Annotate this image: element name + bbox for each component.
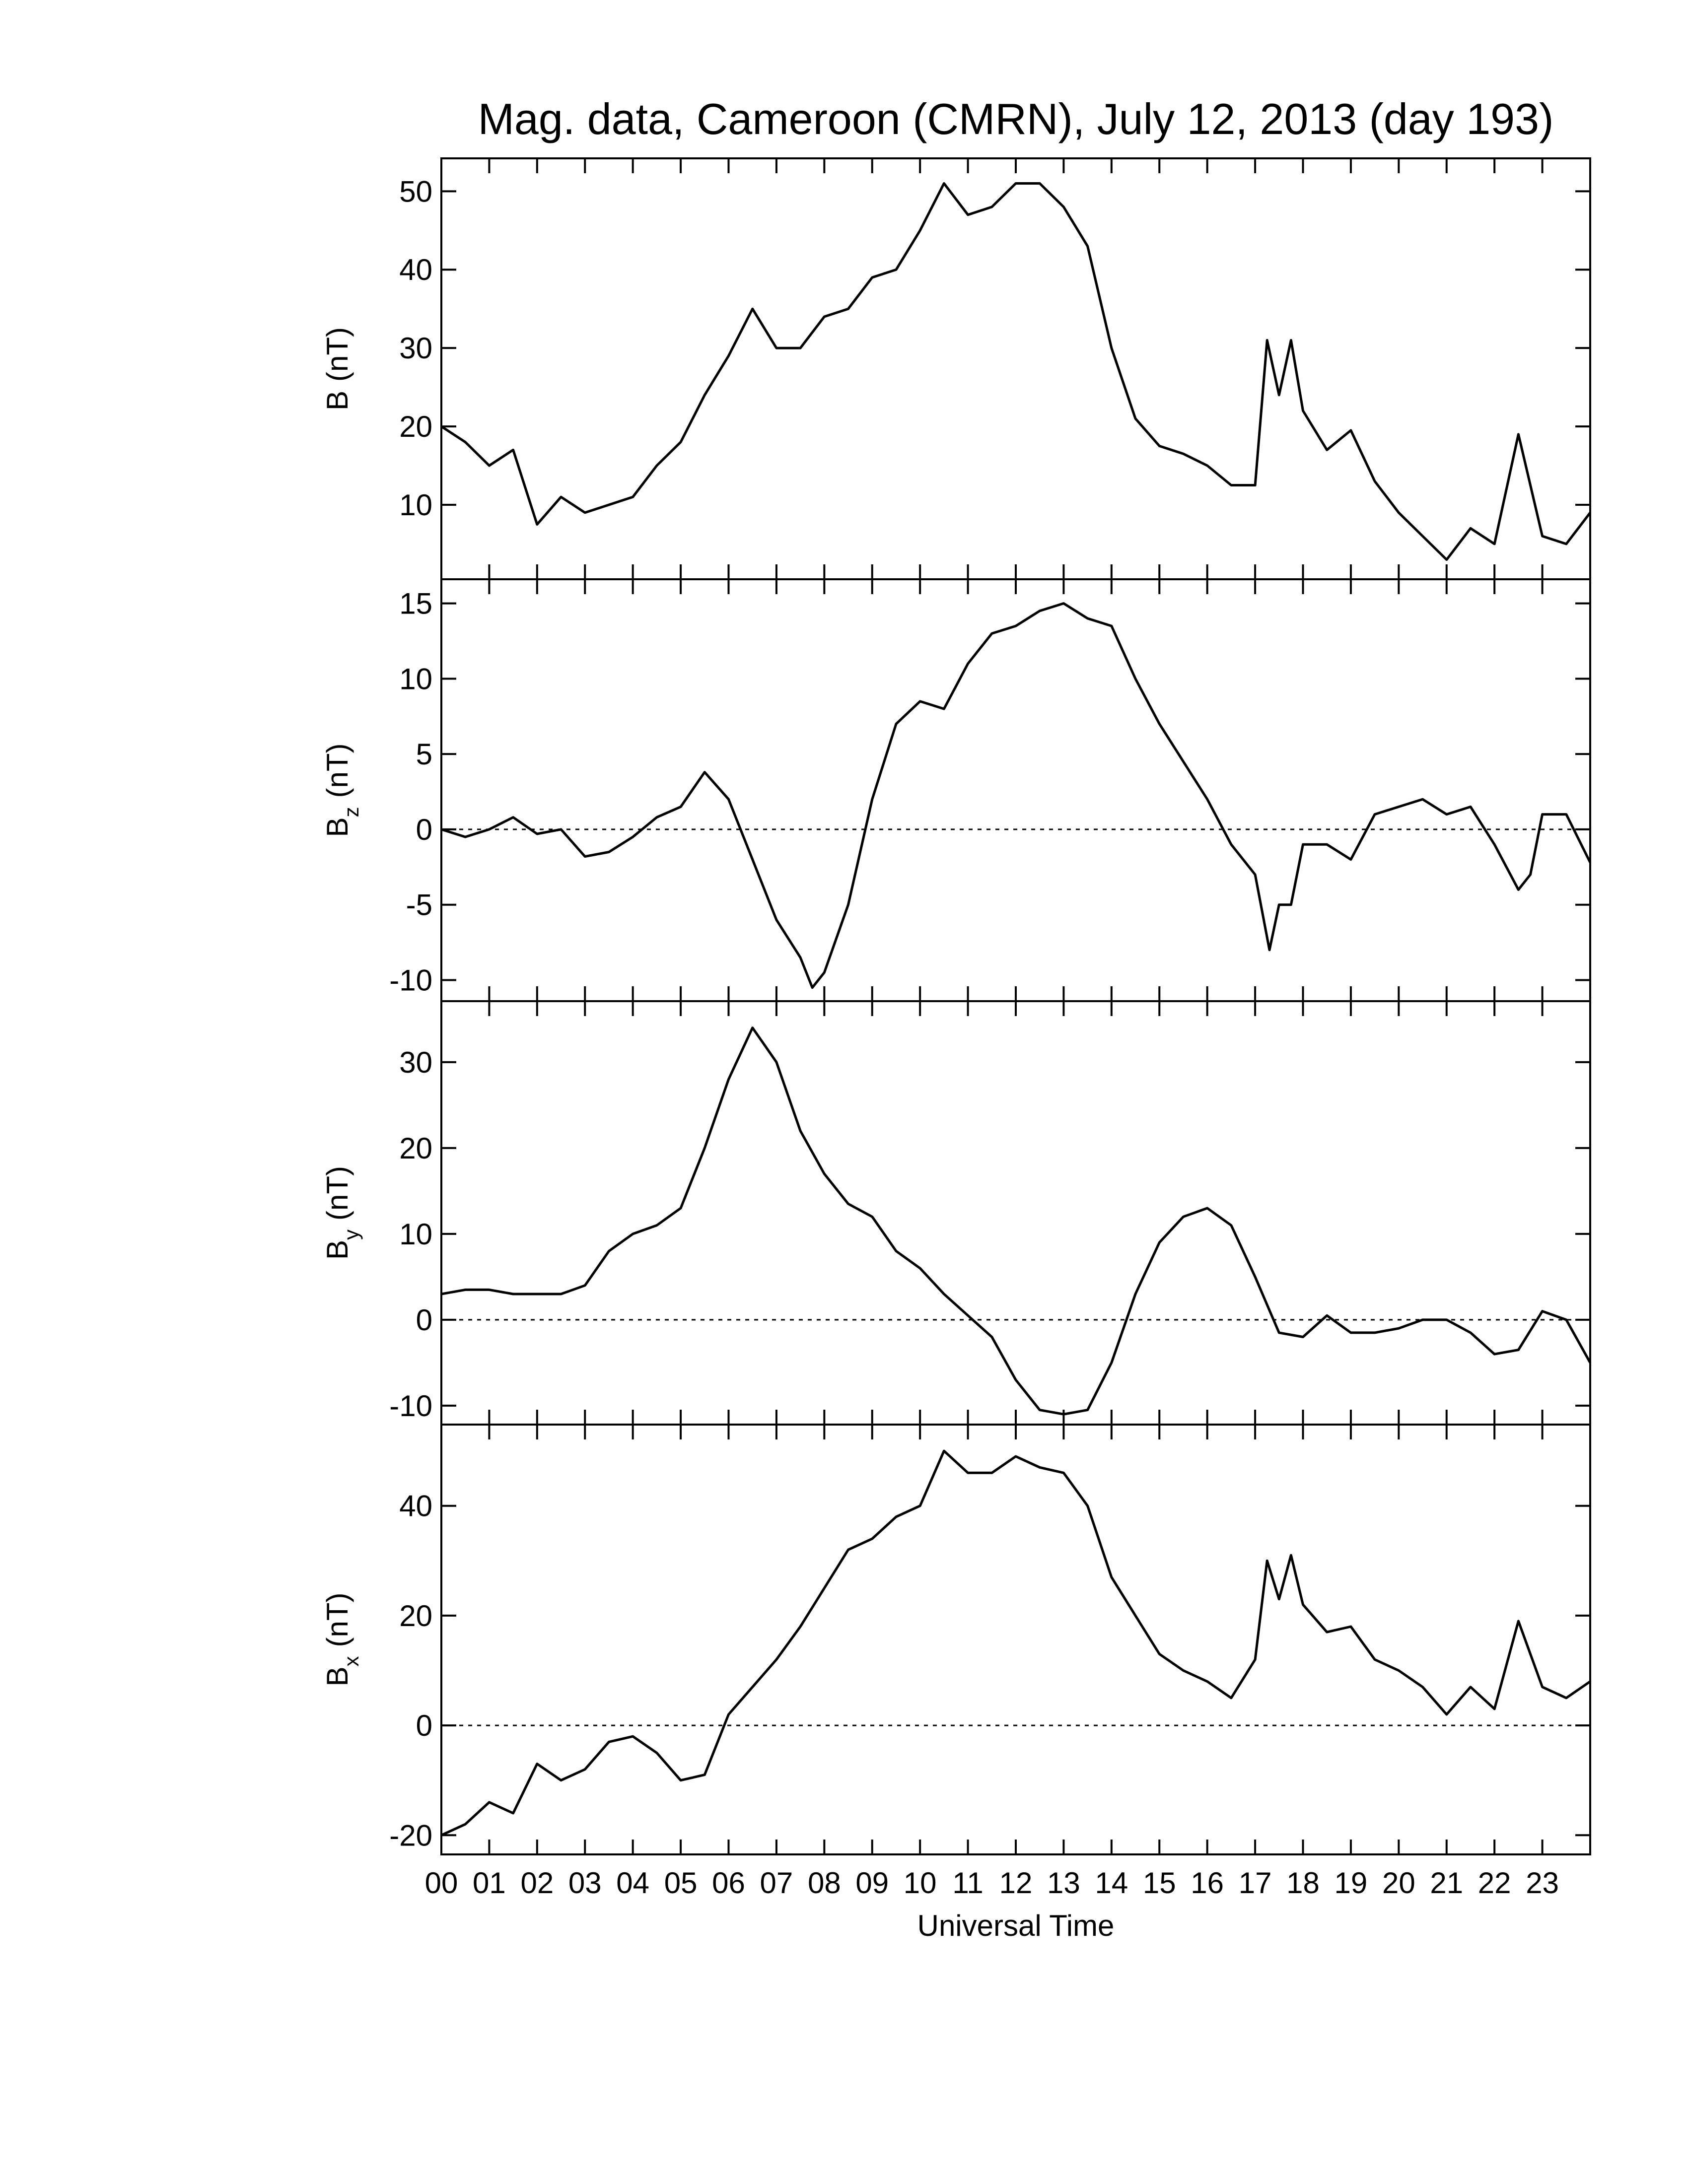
y-axis-title-main: B xyxy=(321,1240,354,1260)
y-axis-title: By (nT) xyxy=(321,1166,363,1260)
x-tick-label: 08 xyxy=(808,1866,841,1900)
x-tick-label: 06 xyxy=(712,1866,745,1900)
y-tick-label: -10 xyxy=(389,1389,432,1423)
x-tick-label: 03 xyxy=(568,1866,602,1900)
y-axis-title-sub: z xyxy=(340,807,363,817)
x-tick-label: 12 xyxy=(999,1866,1033,1900)
x-tick-label: 07 xyxy=(760,1866,793,1900)
x-tick-label: 22 xyxy=(1478,1866,1511,1900)
x-tick-label: 17 xyxy=(1239,1866,1272,1900)
y-tick-label: -5 xyxy=(406,888,432,922)
x-tick-label: 10 xyxy=(904,1866,937,1900)
x-tick-label: 15 xyxy=(1143,1866,1176,1900)
y-tick-label: 0 xyxy=(416,813,432,846)
x-tick-label: 09 xyxy=(855,1866,889,1900)
y-tick-label: 0 xyxy=(416,1709,432,1742)
y-tick-label: 10 xyxy=(399,488,432,522)
x-tick-label: 05 xyxy=(664,1866,698,1900)
y-axis-title-unit: (nT) xyxy=(321,743,354,798)
y-tick-label: 40 xyxy=(399,1490,432,1523)
y-tick-label: 20 xyxy=(399,1132,432,1165)
y-axis-title: Bx (nT) xyxy=(321,1592,363,1686)
x-tick-label: 21 xyxy=(1430,1866,1463,1900)
x-tick-label: 04 xyxy=(616,1866,649,1900)
y-tick-label: 10 xyxy=(399,662,432,695)
x-tick-label: 20 xyxy=(1382,1866,1415,1900)
y-tick-label: -10 xyxy=(389,964,432,997)
y-tick-label: 0 xyxy=(416,1303,432,1337)
y-axis-title-unit: (nT) xyxy=(321,327,354,382)
chart-title: Mag. data, Cameroon (CMRN), July 12, 201… xyxy=(478,94,1554,143)
x-tick-label: 00 xyxy=(425,1866,458,1900)
x-tick-label: 02 xyxy=(520,1866,554,1900)
x-tick-label: 01 xyxy=(473,1866,506,1900)
y-axis-title: Bz (nT) xyxy=(321,743,363,837)
x-tick-label: 18 xyxy=(1286,1866,1320,1900)
y-tick-label: 50 xyxy=(399,175,432,208)
y-axis-title-unit: (nT) xyxy=(321,1592,354,1647)
y-tick-label: 15 xyxy=(399,587,432,620)
x-tick-label: 23 xyxy=(1526,1866,1559,1900)
data-line xyxy=(440,1449,1591,1837)
x-axis-title: Universal Time xyxy=(917,1909,1115,1942)
y-tick-label: 30 xyxy=(399,1046,432,1079)
y-tick-label: 20 xyxy=(399,1599,432,1633)
y-axis-title-sub: y xyxy=(340,1229,363,1240)
data-line xyxy=(441,1026,1592,1416)
y-axis-title-main: B xyxy=(321,391,354,410)
y-tick-label: -20 xyxy=(389,1819,432,1852)
x-tick-label: 13 xyxy=(1047,1866,1080,1900)
x-tick-label: 16 xyxy=(1191,1866,1224,1900)
x-tick-label: 14 xyxy=(1095,1866,1128,1900)
y-tick-label: 40 xyxy=(399,253,432,286)
y-tick-label: 30 xyxy=(399,332,432,365)
y-axis-title-main: B xyxy=(321,817,354,837)
y-tick-label: 20 xyxy=(399,410,432,443)
x-tick-label: 11 xyxy=(952,1866,983,1900)
y-axis-title-sub: x xyxy=(340,1656,363,1666)
data-line xyxy=(440,182,1591,561)
data-line xyxy=(441,602,1592,989)
y-axis-title-unit: (nT) xyxy=(321,1166,354,1221)
y-tick-label: 5 xyxy=(416,738,432,771)
y-tick-label: 10 xyxy=(399,1218,432,1251)
y-axis-title: B (nT) xyxy=(321,327,354,410)
x-tick-label: 19 xyxy=(1335,1866,1368,1900)
y-axis-title-main: B xyxy=(321,1666,354,1686)
